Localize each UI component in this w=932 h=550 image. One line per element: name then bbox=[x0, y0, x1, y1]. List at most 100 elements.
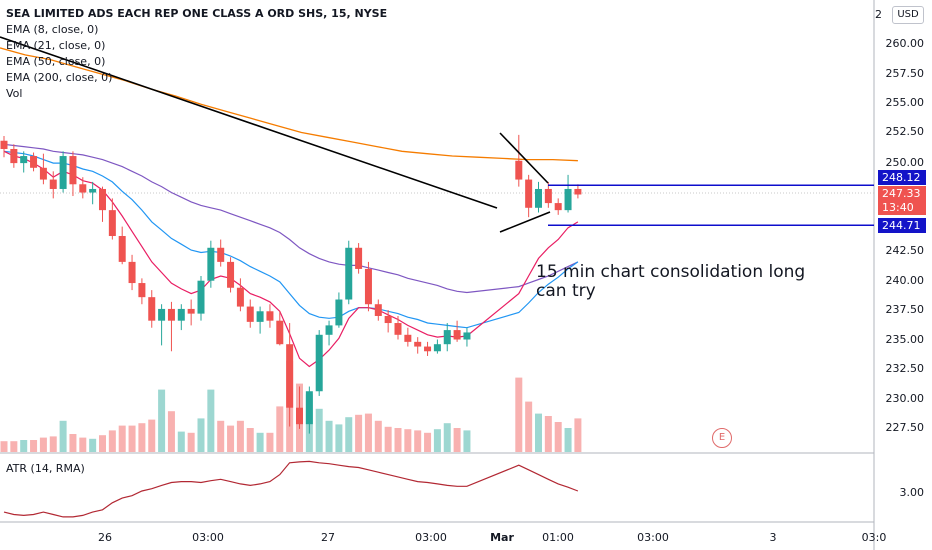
volume-bar bbox=[515, 377, 523, 452]
volume-bar bbox=[158, 389, 166, 452]
volume-bar bbox=[335, 424, 343, 452]
candle-body bbox=[374, 304, 382, 316]
candle-body bbox=[574, 188, 582, 195]
volume-bar bbox=[384, 426, 392, 452]
candle-body bbox=[187, 308, 195, 314]
price-axis-label: 232.50 bbox=[885, 362, 925, 375]
time-axis-label: 01:00 bbox=[542, 531, 574, 544]
candle-body bbox=[535, 188, 542, 208]
volume-bar bbox=[69, 434, 77, 452]
time-axis-label: 26 bbox=[98, 531, 112, 544]
candle-body bbox=[315, 334, 323, 392]
candle-body bbox=[325, 325, 333, 335]
price-axis-label: 255.00 bbox=[885, 96, 925, 109]
candle-body bbox=[128, 261, 136, 284]
volume-bar bbox=[564, 428, 572, 452]
bar-countdown-badge: 13:40 bbox=[878, 200, 926, 215]
price-axis-label: 230.00 bbox=[885, 392, 925, 405]
candle-body bbox=[276, 320, 284, 345]
chart-legend: SEA LIMITED ADS EACH REP ONE CLASS A ORD… bbox=[6, 6, 387, 102]
volume-bar bbox=[463, 430, 471, 452]
candle-body bbox=[10, 148, 18, 164]
candle-body bbox=[414, 341, 422, 347]
price-axis-label: 252.50 bbox=[885, 125, 925, 138]
lower-level-price-badge: 244.71 bbox=[878, 218, 926, 233]
candle-body bbox=[148, 297, 156, 321]
candle-body bbox=[335, 299, 343, 326]
candle-body bbox=[30, 156, 38, 168]
price-axis-label: 257.50 bbox=[885, 67, 925, 80]
volume-bar bbox=[138, 423, 146, 452]
time-axis-label: 03:00 bbox=[415, 531, 447, 544]
candle-body bbox=[0, 140, 8, 149]
ema8-line bbox=[3, 150, 579, 368]
upper-level-price-badge: 248.12 bbox=[878, 170, 926, 185]
candle-body bbox=[286, 344, 294, 408]
candle-body bbox=[49, 179, 57, 189]
volume-bar bbox=[433, 429, 441, 452]
volume-bar bbox=[424, 432, 432, 452]
price-axis-label: 240.00 bbox=[885, 274, 925, 287]
volume-bar bbox=[148, 419, 156, 452]
atr-line bbox=[3, 460, 579, 518]
candle-body bbox=[525, 179, 533, 208]
candles-layer bbox=[0, 134, 582, 434]
volume-bar bbox=[404, 429, 412, 452]
volume-bar bbox=[167, 411, 175, 452]
candle-body bbox=[79, 184, 87, 193]
legend-volume[interactable]: Vol bbox=[6, 87, 23, 100]
time-axis-label: Mar bbox=[490, 531, 514, 544]
volume-bar bbox=[79, 437, 87, 452]
volume-bar bbox=[236, 420, 244, 452]
candle-body bbox=[424, 346, 432, 352]
currency-button[interactable]: USD bbox=[892, 6, 924, 24]
legend-ema8[interactable]: EMA (8, close, 0) bbox=[6, 23, 99, 36]
candle-body bbox=[296, 407, 303, 425]
time-axis-label: 03:00 bbox=[637, 531, 669, 544]
candle-body bbox=[364, 268, 372, 305]
candle-body bbox=[404, 334, 412, 342]
volume-bar bbox=[256, 432, 264, 452]
candle-body bbox=[236, 287, 244, 307]
level-lines-layer bbox=[548, 184, 874, 227]
pennant-lower-line bbox=[499, 211, 551, 233]
symbol-title[interactable]: SEA LIMITED ADS EACH REP ONE CLASS A ORD… bbox=[6, 7, 388, 20]
volume-bar bbox=[197, 418, 205, 452]
candle-body bbox=[138, 283, 146, 298]
time-axis-label: 27 bbox=[321, 531, 335, 544]
annotation-line-1: 15 min chart consolidation long bbox=[536, 262, 806, 282]
legend-ema21[interactable]: EMA (21, close, 0) bbox=[6, 39, 106, 52]
candle-body bbox=[99, 188, 106, 211]
volume-bar bbox=[39, 437, 47, 452]
earnings-event-badge[interactable]: E bbox=[712, 428, 732, 448]
ema200-line bbox=[0, 47, 578, 162]
volume-bar bbox=[128, 425, 136, 452]
candle-body bbox=[69, 156, 77, 185]
candle-body bbox=[246, 306, 254, 322]
volume-bar bbox=[453, 428, 461, 452]
long-trendline bbox=[0, 36, 498, 209]
legend-ema50[interactable]: EMA (50, close, 0) bbox=[6, 55, 106, 68]
time-axis-label: 03:0 bbox=[861, 531, 887, 544]
candle-body bbox=[167, 308, 175, 321]
chart-annotation[interactable]: 15 min chart consolidation long can try bbox=[536, 263, 805, 301]
candle-body bbox=[158, 308, 166, 321]
pennant-upper-line bbox=[499, 132, 549, 184]
candle-body bbox=[207, 247, 215, 281]
ema21-line bbox=[3, 150, 579, 329]
atr-legend[interactable]: ATR (14, RMA) bbox=[6, 462, 85, 475]
volume-bar bbox=[374, 420, 382, 452]
volume-bar bbox=[345, 417, 353, 452]
volume-bar bbox=[108, 430, 116, 452]
price-axis-label: 250.00 bbox=[885, 156, 925, 169]
price-axis-top-cut-label: 2 bbox=[875, 8, 882, 21]
volume-bar bbox=[544, 416, 552, 452]
atr-layer bbox=[3, 460, 579, 518]
volume-bar bbox=[217, 420, 225, 452]
volume-bar bbox=[0, 441, 8, 452]
candle-body bbox=[305, 391, 313, 425]
legend-ema200[interactable]: EMA (200, close, 0) bbox=[6, 71, 113, 84]
volume-bar bbox=[118, 425, 126, 452]
